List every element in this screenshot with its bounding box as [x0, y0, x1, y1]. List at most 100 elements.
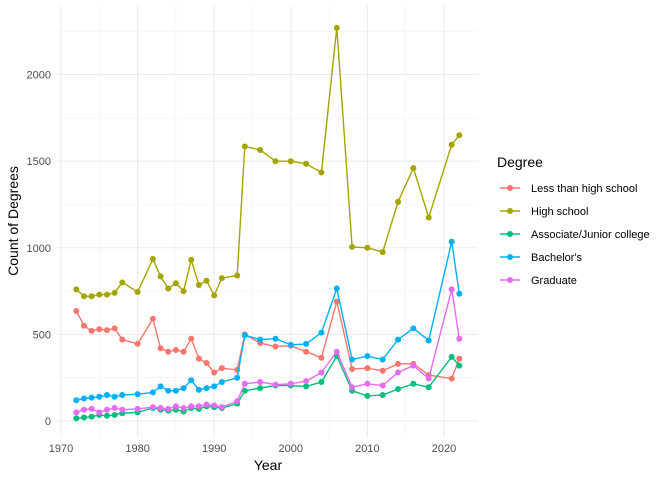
- data-point: [218, 275, 225, 282]
- series-line: [76, 354, 460, 420]
- data-point: [195, 386, 202, 393]
- data-point: [111, 393, 118, 400]
- data-point: [134, 405, 141, 412]
- data-point: [172, 403, 179, 410]
- data-point: [410, 380, 417, 387]
- data-point: [241, 143, 248, 150]
- legend-item: Graduate: [500, 275, 577, 287]
- data-point: [195, 355, 202, 362]
- data-point: [287, 158, 294, 165]
- data-point: [111, 325, 118, 332]
- data-point: [456, 362, 463, 369]
- data-point: [111, 411, 118, 418]
- x-tick-label: 1990: [202, 443, 226, 455]
- data-point: [234, 374, 241, 381]
- data-point: [448, 238, 455, 245]
- data-point: [379, 392, 386, 399]
- legend-key-point: [507, 185, 513, 191]
- data-point: [80, 293, 87, 300]
- data-point: [241, 380, 248, 387]
- data-point: [73, 308, 80, 315]
- data-point: [257, 379, 264, 386]
- data-point: [157, 383, 164, 390]
- data-point: [234, 272, 241, 279]
- data-point: [349, 384, 356, 391]
- data-point: [165, 348, 172, 355]
- x-tick-label: 1980: [125, 443, 149, 455]
- legend-key-point: [507, 231, 513, 237]
- data-point: [203, 385, 210, 392]
- data-point: [218, 379, 225, 386]
- data-point: [379, 356, 386, 363]
- data-point: [318, 379, 325, 386]
- data-point: [165, 405, 172, 412]
- data-point: [448, 141, 455, 148]
- data-point: [303, 378, 310, 385]
- data-point: [349, 366, 356, 373]
- data-point: [257, 385, 264, 392]
- data-point: [234, 398, 241, 405]
- series-lines: [73, 24, 463, 422]
- data-point: [165, 387, 172, 394]
- data-point: [364, 365, 371, 372]
- data-point: [203, 359, 210, 366]
- series-line: [75, 27, 460, 298]
- data-point: [364, 353, 371, 360]
- data-point: [364, 392, 371, 399]
- data-point: [272, 158, 279, 165]
- legend-label: High school: [531, 206, 588, 218]
- data-point: [73, 397, 80, 404]
- data-point: [318, 329, 325, 336]
- data-point: [134, 391, 141, 398]
- legend-label: Graduate: [531, 275, 577, 287]
- data-point: [80, 414, 87, 421]
- data-point: [318, 169, 325, 176]
- data-point: [379, 382, 386, 389]
- legend-key-point: [507, 277, 513, 283]
- series-line: [75, 301, 460, 380]
- data-point: [395, 336, 402, 343]
- series-line: [76, 241, 460, 401]
- data-point: [188, 403, 195, 410]
- data-point: [410, 325, 417, 332]
- data-point: [88, 394, 95, 401]
- legend-label: Associate/Junior college: [531, 229, 650, 241]
- data-point: [157, 405, 164, 412]
- data-point: [180, 385, 187, 392]
- data-point: [149, 404, 156, 411]
- y-tick-label: 0: [45, 416, 51, 428]
- data-point: [287, 341, 294, 348]
- data-point: [349, 356, 356, 363]
- data-point: [103, 392, 110, 399]
- data-point: [333, 298, 340, 305]
- data-point: [303, 340, 310, 347]
- data-point: [425, 214, 432, 221]
- legend-item: Bachelor's: [500, 252, 583, 264]
- legend-key-point: [507, 254, 513, 260]
- legend-label: Less than high school: [531, 183, 637, 195]
- data-point: [195, 282, 202, 289]
- data-point: [157, 273, 164, 280]
- legend-key-point: [507, 208, 513, 214]
- data-point: [180, 348, 187, 355]
- data-point: [395, 360, 402, 367]
- data-point: [119, 336, 126, 343]
- data-point: [149, 389, 156, 396]
- data-point: [111, 405, 118, 412]
- data-point: [333, 285, 340, 292]
- data-point: [73, 409, 80, 416]
- data-point: [241, 387, 248, 394]
- data-point: [395, 198, 402, 205]
- data-point: [149, 256, 156, 263]
- data-point: [119, 406, 126, 413]
- data-point: [88, 405, 95, 412]
- data-point: [364, 380, 371, 387]
- legend-title: Degree: [497, 154, 543, 170]
- data-point: [80, 406, 87, 413]
- data-point: [211, 369, 218, 376]
- data-point: [456, 355, 463, 362]
- data-point: [211, 402, 218, 409]
- y-tick-label: 1000: [27, 243, 51, 255]
- data-point: [211, 383, 218, 390]
